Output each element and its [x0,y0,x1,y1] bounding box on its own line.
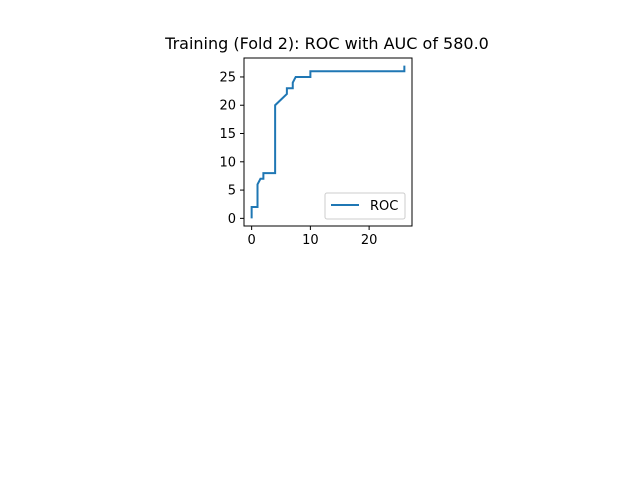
y-tick-label: 15 [219,127,236,142]
legend-label-roc: ROC [370,199,398,214]
x-tick-label: 0 [247,233,255,248]
x-tick-label: 20 [361,233,378,248]
series-line-roc [250,65,406,219]
y-tick-label: 5 [228,184,236,199]
x-tick-label: 10 [302,233,319,248]
axes-frame [243,57,413,227]
chart-title: Training (Fold 2): ROC with AUC of 580.0 [164,34,489,53]
y-tick-label: 20 [219,99,236,114]
legend-box [324,192,406,220]
y-tick-label: 25 [219,70,236,85]
y-tick-label: 10 [219,155,236,170]
plot-area: 0 10 20 0 5 10 15 20 25 [219,57,413,248]
legend: ROC [324,192,406,220]
y-tick-label: 0 [228,212,236,227]
